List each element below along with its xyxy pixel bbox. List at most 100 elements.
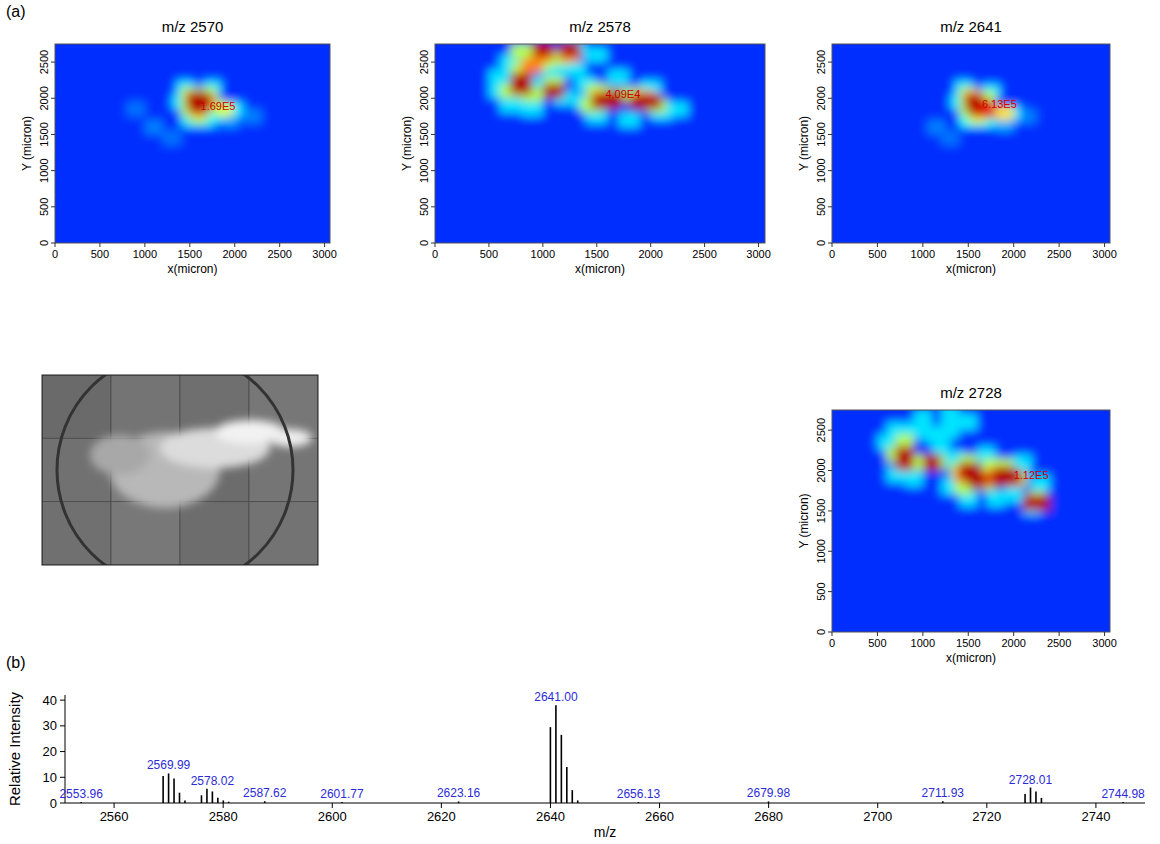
y-tick-label: 1500 (38, 122, 50, 146)
heat-cell (127, 102, 145, 116)
y-tick-label: 2500 (418, 50, 430, 74)
x-tick-label: 1000 (531, 248, 555, 260)
y-axis-title: Relative Intensity (6, 691, 23, 806)
x-tick (922, 243, 923, 247)
peak-label: 2656.13 (617, 787, 661, 801)
x-tick-label: 1500 (178, 248, 202, 260)
x-tick-label: 0 (52, 248, 58, 260)
x-tick (650, 243, 651, 247)
heat-cell (145, 120, 163, 134)
heat-cell (1032, 495, 1050, 511)
x-tick-label: 2000 (638, 248, 662, 260)
y-tick (828, 632, 832, 633)
y-tick-label: 1500 (815, 122, 827, 146)
x-tick (1013, 243, 1014, 247)
x-tick-label: 0 (829, 248, 835, 260)
heat-cell (941, 131, 959, 145)
x-tick-label: 2640 (536, 809, 565, 824)
x-axis-title: x(micron) (168, 262, 218, 276)
panel-title: m/z 2570 (162, 18, 224, 35)
sample-ring (57, 375, 293, 565)
y-tick (828, 206, 832, 207)
y-tick (431, 206, 435, 207)
y-tick-label: 0 (815, 240, 827, 246)
x-tick (550, 803, 551, 808)
peak-label: 2623.16 (437, 786, 481, 800)
x-tick (986, 803, 987, 808)
y-tick (431, 243, 435, 244)
heat-cell (991, 471, 1009, 487)
x-tick (1104, 632, 1105, 636)
plot-area (55, 44, 330, 243)
x-tick-label: 2500 (1047, 248, 1071, 260)
x-tick-label: 2000 (1001, 637, 1025, 649)
peak-label: 2641.00 (534, 690, 578, 704)
sticks (81, 705, 1123, 803)
x-tick (832, 243, 833, 247)
x-tick (279, 243, 280, 247)
y-tick-label: 1000 (815, 158, 827, 182)
y-tick-label: 2000 (815, 458, 827, 482)
heat-cell (559, 44, 581, 56)
peak-stick (1035, 791, 1037, 803)
x-tick-label: 1500 (956, 637, 980, 649)
heat-cell (618, 113, 640, 127)
y-tick-label: 2000 (815, 86, 827, 110)
x-tick (542, 243, 543, 247)
plot-area (435, 44, 765, 243)
max-intensity-label: 1.69E5 (201, 100, 236, 112)
x-tick (332, 803, 333, 808)
x-axis-line (65, 803, 1145, 804)
heat-cell (986, 491, 1004, 507)
y-tick-label: 0 (418, 240, 430, 246)
y-tick-label: 0 (50, 796, 57, 811)
max-intensity-label: 4.09E4 (605, 88, 640, 100)
heat-cell (959, 462, 977, 478)
y-tick (431, 62, 435, 63)
heat-cell (510, 80, 532, 94)
peak-stick (162, 776, 164, 803)
peak-stick (561, 735, 563, 803)
x-tick-label: 2700 (863, 809, 892, 824)
heat-cell (510, 80, 532, 94)
x-tick-label: 2560 (100, 809, 129, 824)
x-axis-title: m/z (594, 824, 617, 840)
x-tick-label: 1000 (911, 248, 935, 260)
y-tick-label: 40 (43, 693, 57, 708)
heat-cell (500, 98, 522, 112)
peak-stick (168, 773, 170, 803)
x-tick-label: 2660 (645, 809, 674, 824)
x-tick (922, 632, 923, 636)
x-tick (968, 632, 969, 636)
peak-label: 2711.93 (922, 786, 965, 800)
panel-letter: (a) (6, 3, 26, 20)
max-intensity-label: 6.13E5 (982, 98, 1017, 110)
x-tick-label: 2720 (972, 809, 1001, 824)
heatmap-panel: m/z 272805001000150020002500300005001000… (797, 380, 1140, 665)
y-tick (60, 751, 65, 752)
heat-background (832, 44, 1110, 243)
peak-label: 2679.98 (747, 786, 791, 800)
y-tick (51, 98, 55, 99)
y-tick (828, 510, 832, 511)
peak-stick (217, 798, 219, 803)
peak-stick (566, 767, 568, 803)
y-tick (51, 62, 55, 63)
x-tick-label: 2600 (318, 809, 347, 824)
y-axis-title: Y (micron) (20, 116, 34, 171)
peak-stick (550, 727, 552, 803)
peak-stick (173, 779, 175, 803)
x-tick (144, 243, 145, 247)
figure: m/z 2570(a)05001000150020002500300005001… (0, 0, 1160, 844)
x-tick (877, 243, 878, 247)
peak-stick (179, 793, 181, 803)
y-tick-label: 1000 (38, 158, 50, 182)
x-tick (1104, 243, 1105, 247)
y-tick (51, 134, 55, 135)
x-tick (114, 803, 115, 808)
panel-title: m/z 2641 (940, 18, 1002, 35)
x-tick-label: 3000 (1092, 637, 1116, 649)
max-intensity-label: 1.12E5 (1014, 469, 1049, 481)
x-tick-label: 2500 (1047, 637, 1071, 649)
y-tick-label: 500 (418, 198, 430, 216)
